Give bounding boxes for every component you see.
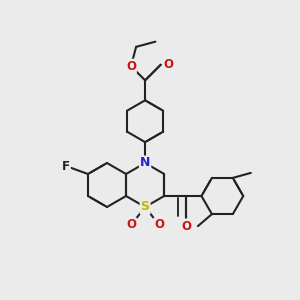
Text: O: O xyxy=(181,220,191,232)
Text: F: F xyxy=(62,160,70,172)
Text: O: O xyxy=(126,60,136,73)
Text: O: O xyxy=(164,58,174,71)
Text: O: O xyxy=(154,218,164,232)
Text: O: O xyxy=(126,218,136,232)
Text: S: S xyxy=(141,200,150,214)
Text: N: N xyxy=(140,157,150,169)
